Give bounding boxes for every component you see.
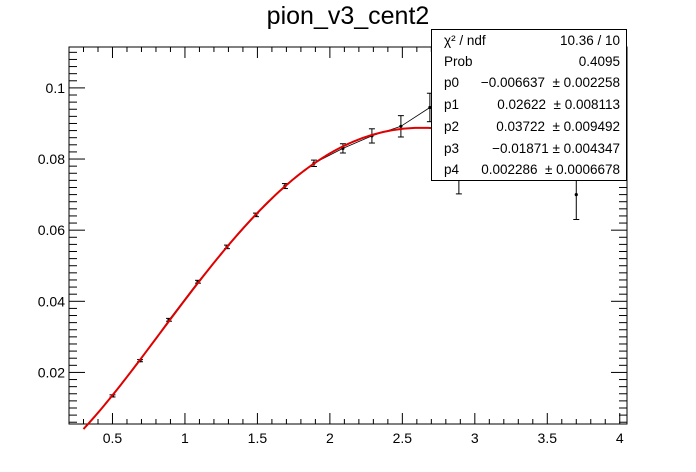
stats-key: p1 [444,97,460,112]
x-tick-label: 1 [181,430,189,446]
stats-row-p3: p3 −0.01871 ± 0.004347 [432,138,628,160]
stats-key: p3 [444,141,460,156]
stats-value: 0.03722 ± 0.009492 [496,119,620,134]
fit-stats-box: χ² / ndf 10.36 / 10 Prob 0.4095 p0 −0.00663… [431,29,627,181]
stats-value: 0.002286 ± 0.0006678 [481,162,620,177]
x-tick-label: 4 [616,430,624,446]
stats-value: 10.36 / 10 [559,33,620,48]
stats-key: p0 [444,75,460,90]
stats-key: p2 [444,119,460,134]
chart-title: pion_v3_cent2 [266,2,430,30]
plot-frame [68,46,628,425]
data-point [399,124,403,128]
stats-row-chi2: χ² / ndf 10.36 / 10 [432,30,628,52]
x-tick-label: 1.5 [248,430,268,446]
x-tick-label: 0.5 [103,430,123,446]
y-tick-label: 0.06 [38,222,65,238]
stats-row-prob: Prob 0.4095 [432,51,628,73]
stats-row-p4: p4 0.002286 ± 0.0006678 [432,159,628,181]
data-connecting-line [112,107,431,397]
stats-value: 0.02622 ± 0.008113 [497,97,620,112]
stats-value: −0.006637 ± 0.002258 [480,75,620,90]
x-tick-label: 2 [326,430,334,446]
x-tick-label: 2.5 [393,430,413,446]
x-tick-label: 3.5 [538,430,558,446]
x-tick-label: 3 [471,430,479,446]
stats-key: p4 [444,162,460,177]
y-tick-label: 0.08 [38,151,65,167]
y-tick-label: 0.02 [38,364,65,380]
stats-key: χ² / ndf [444,33,486,48]
stats-key: Prob [444,54,473,69]
data-point [574,192,578,197]
stats-value: −0.01871 ± 0.004347 [492,141,620,156]
y-tick-label: 0.04 [38,293,65,309]
stats-row-p2: p2 0.03722 ± 0.009492 [432,116,628,138]
stats-value: 0.4095 [578,54,620,69]
y-axis: 0.02 0.04 0.06 0.08 0.1 [38,51,627,423]
y-tick-label: 0.1 [46,80,66,96]
stats-row-p0: p0 −0.006637 ± 0.002258 [432,72,628,94]
stats-row-p1: p1 0.02622 ± 0.008113 [432,94,628,116]
fit-curve-line [82,126,461,430]
fit-curve [82,126,461,430]
data-point [428,105,432,110]
